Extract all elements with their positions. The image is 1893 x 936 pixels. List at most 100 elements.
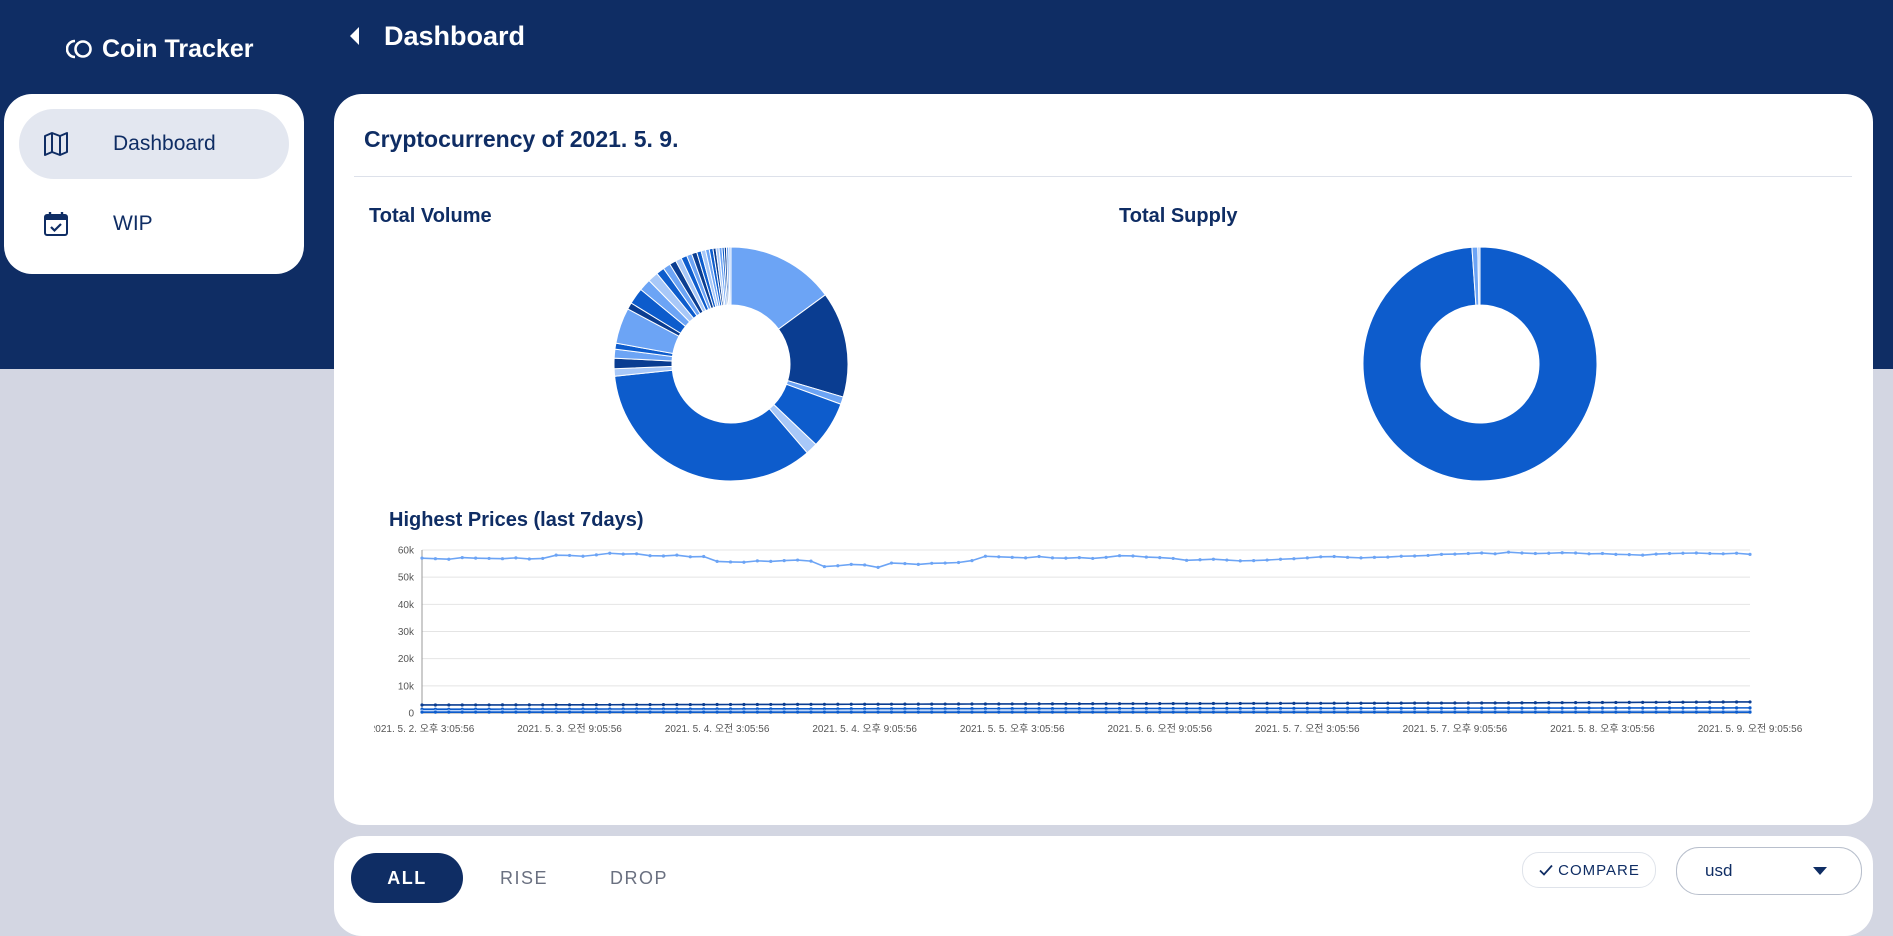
data-point: [1372, 706, 1377, 710]
data-point: [1131, 554, 1135, 558]
data-point: [1198, 710, 1202, 714]
data-point: [1171, 556, 1175, 561]
data-point: [1359, 706, 1363, 710]
data-point: [1547, 710, 1551, 714]
data-point: [1426, 701, 1430, 705]
data-point: [1104, 706, 1108, 711]
data-point: [863, 707, 867, 711]
data-point: [1574, 701, 1578, 705]
data-point: [702, 702, 706, 707]
data-point: [675, 703, 679, 707]
data-point: [608, 703, 612, 707]
data-point: [1050, 706, 1055, 711]
data-point: [567, 553, 572, 558]
data-point: [769, 710, 773, 714]
data-point: [1252, 706, 1256, 710]
data-point: [1238, 701, 1242, 706]
data-point: [1721, 710, 1725, 714]
data-point: [782, 710, 786, 714]
data-point: [1265, 701, 1269, 706]
data-point: [1225, 706, 1229, 710]
data-point: [916, 562, 920, 566]
data-point: [728, 707, 733, 711]
sidebar-item-label: Dashboard: [113, 132, 216, 155]
app-logo[interactable]: Coin Tracker: [66, 34, 253, 64]
data-point: [1319, 701, 1323, 705]
data-point: [1091, 706, 1095, 711]
data-point: [930, 707, 934, 711]
data-point: [1654, 706, 1658, 710]
filter-tab-drop[interactable]: DROP: [609, 867, 668, 888]
donut-slice[interactable]: [1362, 246, 1598, 482]
data-point: [500, 703, 505, 707]
filter-tab-rise[interactable]: RISE: [499, 867, 548, 888]
data-point: [1131, 710, 1135, 714]
data-point: [688, 555, 692, 559]
data-point: [1332, 554, 1336, 559]
data-point: [594, 710, 598, 714]
page-scrollbar-track[interactable]: [1875, 369, 1893, 919]
data-point: [688, 702, 692, 707]
data-point: [1667, 551, 1672, 556]
data-point: [554, 553, 558, 557]
data-point: [795, 702, 800, 706]
data-point: [1305, 701, 1309, 705]
data-point: [809, 707, 813, 711]
data-point: [1198, 558, 1202, 562]
data-point: [809, 559, 813, 563]
data-point: [1466, 706, 1470, 710]
data-point: [1185, 558, 1189, 562]
data-point: [1037, 702, 1041, 706]
data-point: [997, 710, 1001, 714]
data-point: [1520, 701, 1524, 705]
data-point: [608, 551, 612, 555]
sidebar-item-dashboard[interactable]: Dashboard: [19, 109, 289, 179]
data-point: [1332, 710, 1336, 714]
data-point: [1024, 706, 1028, 711]
data-point: [554, 710, 558, 714]
data-point: [1614, 700, 1618, 705]
donut-slice[interactable]: [1477, 246, 1481, 306]
data-point: [876, 702, 880, 706]
data-point: [1439, 710, 1444, 714]
data-point: [447, 710, 451, 714]
data-point: [1480, 706, 1484, 710]
filter-tab-all[interactable]: ALL: [351, 853, 463, 903]
data-point: [1547, 706, 1551, 710]
data-point: [1574, 710, 1578, 714]
data-point: [1144, 555, 1148, 559]
compare-button[interactable]: COMPARE: [1522, 852, 1656, 888]
currency-select[interactable]: usd: [1676, 847, 1862, 895]
data-point: [1077, 702, 1081, 706]
data-point: [1037, 710, 1041, 714]
data-point: [1050, 710, 1055, 714]
data-point: [1574, 706, 1578, 710]
data-point: [1600, 700, 1605, 705]
sidebar-item-wip[interactable]: WIP: [19, 189, 289, 259]
data-point: [742, 702, 746, 707]
data-point: [1600, 706, 1605, 710]
data-point: [1359, 556, 1363, 560]
data-point: [1332, 701, 1336, 705]
donut-slice[interactable]: [728, 246, 732, 306]
calendar-check-icon: [44, 212, 68, 236]
data-point: [527, 557, 531, 561]
data-point: [594, 553, 598, 557]
data-point: [1667, 706, 1672, 710]
data-point: [1225, 558, 1229, 562]
data-point: [956, 707, 961, 711]
data-point: [795, 558, 800, 562]
donut-slice[interactable]: [614, 369, 808, 482]
data-point: [420, 703, 424, 707]
data-point: [1345, 701, 1350, 705]
data-point: [514, 556, 518, 560]
data-point: [1077, 706, 1081, 711]
back-arrow-icon[interactable]: [345, 24, 365, 48]
data-point: [809, 702, 813, 706]
data-point: [1453, 710, 1457, 714]
data-point: [1708, 700, 1712, 704]
data-point: [822, 702, 827, 706]
data-point: [728, 710, 733, 714]
data-point: [1024, 710, 1028, 714]
data-point: [1667, 710, 1672, 714]
